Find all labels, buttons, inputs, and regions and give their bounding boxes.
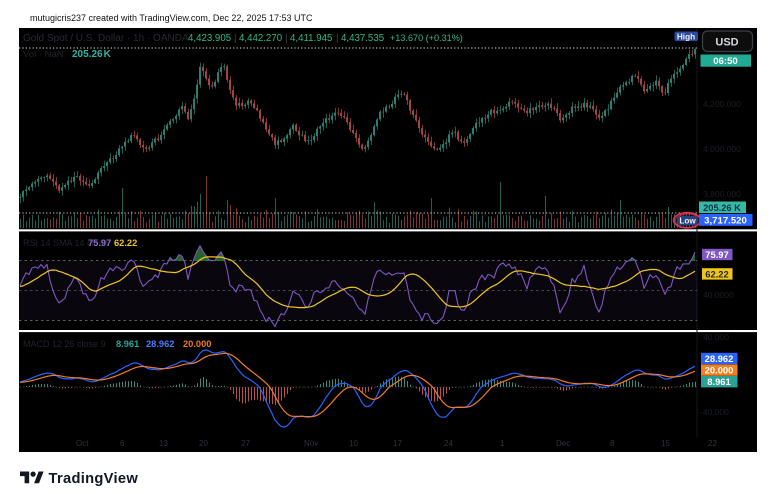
svg-text:22: 22 bbox=[708, 439, 717, 448]
svg-text:mutugicris237 created with Tra: mutugicris237 created with TradingView.c… bbox=[30, 13, 313, 23]
svg-text:20: 20 bbox=[199, 439, 208, 448]
svg-text:Gold Spot / U.S. Dollar · 1h ·: Gold Spot / U.S. Dollar · 1h · OANDA bbox=[23, 33, 189, 44]
svg-text:4,000.000: 4,000.000 bbox=[703, 144, 741, 154]
svg-text:13: 13 bbox=[159, 439, 168, 448]
svg-text:62.22: 62.22 bbox=[114, 238, 137, 248]
svg-text:75.97: 75.97 bbox=[88, 238, 111, 248]
svg-text:6: 6 bbox=[120, 439, 125, 448]
svg-text:High: High bbox=[677, 32, 695, 41]
svg-text:3,800.000: 3,800.000 bbox=[703, 189, 741, 199]
svg-text:20.000: 20.000 bbox=[183, 339, 211, 349]
svg-text:MACD 12 26 close 9: MACD 12 26 close 9 bbox=[23, 339, 106, 349]
svg-text:205.26 K: 205.26 K bbox=[703, 203, 741, 213]
svg-text:28.962: 28.962 bbox=[705, 353, 734, 364]
svg-text:|: | bbox=[234, 33, 237, 44]
svg-text:8.961: 8.961 bbox=[116, 339, 139, 349]
svg-text:15: 15 bbox=[661, 439, 670, 448]
svg-text:USD: USD bbox=[715, 36, 738, 48]
svg-text:75.97: 75.97 bbox=[705, 249, 728, 260]
svg-text:40.000: 40.000 bbox=[703, 332, 729, 342]
svg-text:-40.000: -40.000 bbox=[700, 407, 729, 417]
svg-text:40.0000: 40.0000 bbox=[703, 290, 734, 300]
svg-text:1: 1 bbox=[500, 439, 505, 448]
svg-text:Nov: Nov bbox=[304, 439, 318, 448]
svg-text:Dec: Dec bbox=[556, 439, 570, 448]
svg-text:RSI 14 SMA 14 close: RSI 14 SMA 14 close bbox=[23, 238, 108, 248]
svg-text:62.22: 62.22 bbox=[705, 268, 728, 279]
svg-text:|: | bbox=[285, 33, 288, 44]
svg-text:205.26K: 205.26K bbox=[72, 49, 112, 60]
svg-text:Low: Low bbox=[679, 217, 696, 226]
svg-text:20.000: 20.000 bbox=[705, 365, 734, 376]
svg-text:06:50: 06:50 bbox=[713, 56, 738, 67]
svg-text:|: | bbox=[336, 33, 339, 44]
svg-text:3,717.520: 3,717.520 bbox=[704, 215, 747, 226]
svg-text:8.961: 8.961 bbox=[707, 376, 730, 387]
svg-text:4,442.270: 4,442.270 bbox=[239, 33, 283, 44]
svg-text:8: 8 bbox=[610, 439, 615, 448]
svg-text:27: 27 bbox=[241, 439, 250, 448]
svg-text:4,411.945: 4,411.945 bbox=[290, 33, 332, 44]
svg-text:28.962: 28.962 bbox=[146, 339, 174, 349]
svg-text:4,423.905: 4,423.905 bbox=[188, 33, 231, 44]
svg-text:10: 10 bbox=[349, 439, 358, 448]
svg-text:TradingView: TradingView bbox=[49, 471, 139, 487]
svg-text:17: 17 bbox=[393, 439, 402, 448]
svg-text:Oct: Oct bbox=[76, 439, 89, 448]
svg-text:4,437.535: 4,437.535 bbox=[341, 33, 384, 44]
svg-text:24: 24 bbox=[444, 439, 453, 448]
svg-text:+13.670 (+0.31%): +13.670 (+0.31%) bbox=[390, 33, 463, 43]
svg-text:4,200.000: 4,200.000 bbox=[703, 99, 741, 109]
svg-text:Vol · NaN: Vol · NaN bbox=[23, 49, 64, 60]
